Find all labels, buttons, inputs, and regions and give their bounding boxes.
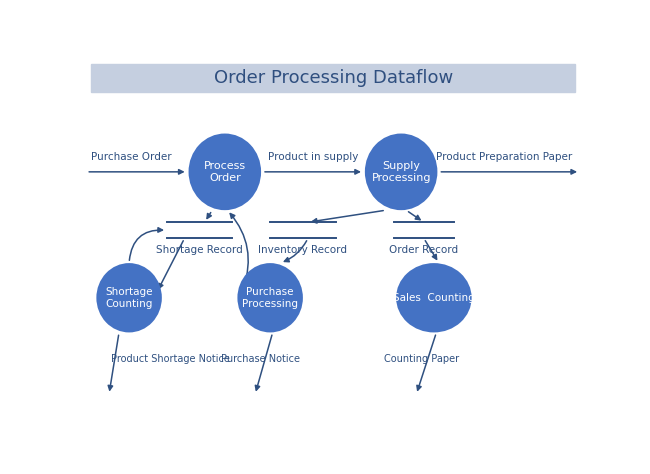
Text: Supply
Processing: Supply Processing <box>371 161 431 182</box>
Text: Shortage Record: Shortage Record <box>156 245 243 255</box>
Ellipse shape <box>365 134 437 210</box>
Text: Purchase
Processing: Purchase Processing <box>242 287 298 309</box>
Text: Purchase Order: Purchase Order <box>91 152 172 162</box>
Text: Product Preparation Paper: Product Preparation Paper <box>436 152 573 162</box>
Ellipse shape <box>96 263 162 332</box>
Text: Order Record: Order Record <box>389 245 458 255</box>
Text: Shortage
Counting: Shortage Counting <box>105 287 153 309</box>
Text: Product Shortage Notice: Product Shortage Notice <box>112 355 230 365</box>
Text: Sales  Counting: Sales Counting <box>393 293 474 303</box>
Text: Purchase Notice: Purchase Notice <box>220 355 300 365</box>
Ellipse shape <box>396 263 472 332</box>
Text: Inventory Record: Inventory Record <box>259 245 347 255</box>
FancyBboxPatch shape <box>91 64 575 91</box>
Text: Process
Order: Process Order <box>203 161 246 182</box>
Text: Order Processing Dataflow: Order Processing Dataflow <box>213 69 453 87</box>
Ellipse shape <box>237 263 303 332</box>
Text: Product in supply: Product in supply <box>268 152 358 162</box>
Ellipse shape <box>188 134 261 210</box>
Text: Counting Paper: Counting Paper <box>384 355 459 365</box>
